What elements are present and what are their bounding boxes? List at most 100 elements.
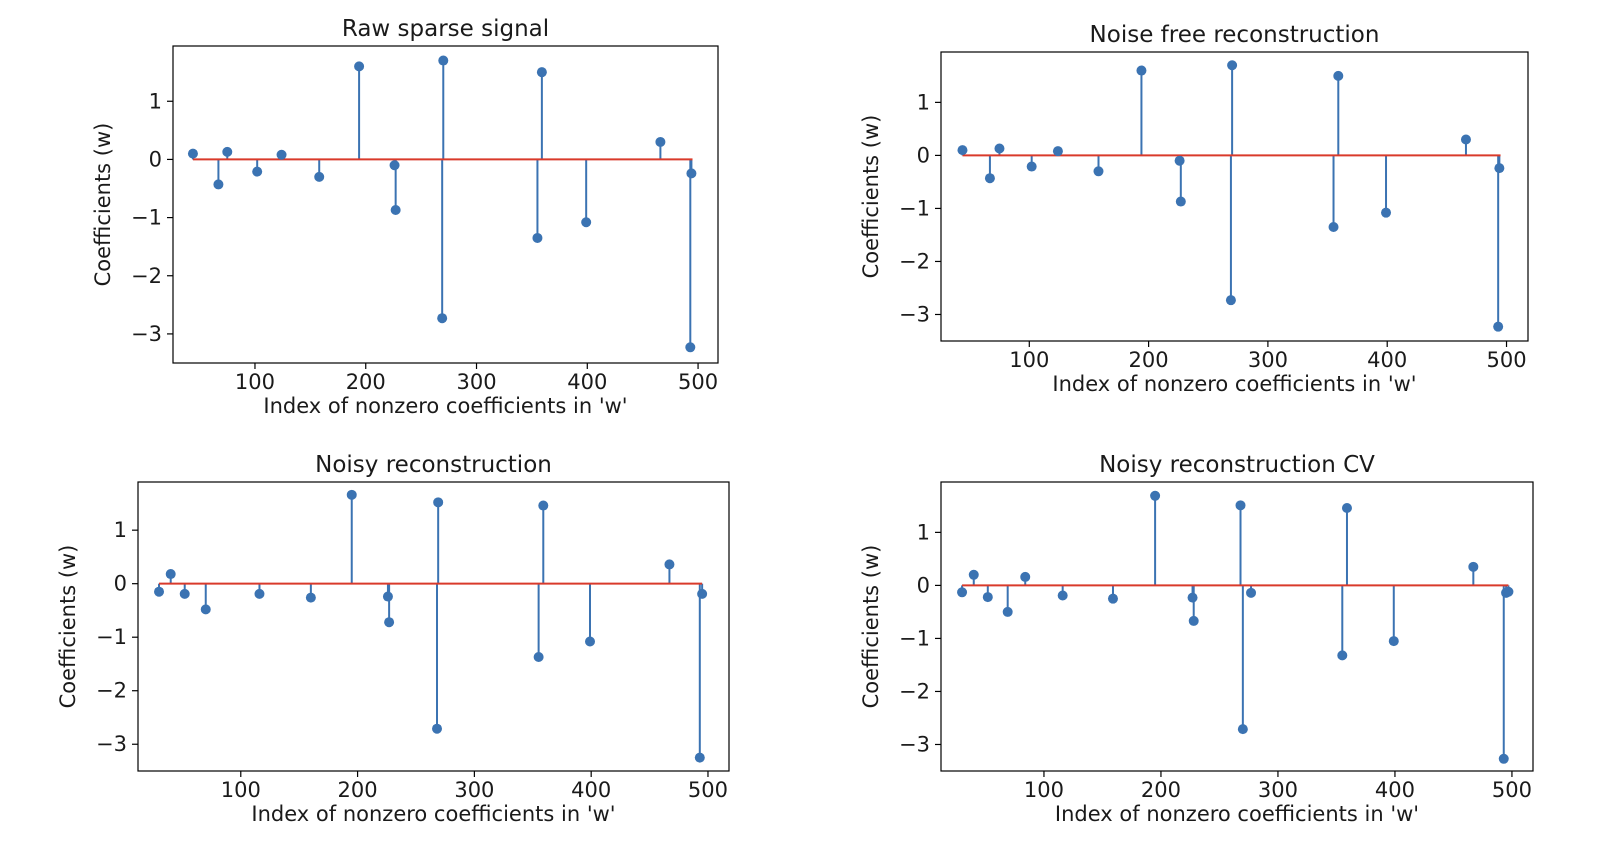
y-axis-label: Coefficients (w) [56, 545, 80, 709]
y-tick-label: −2 [96, 679, 127, 703]
x-axis-label: Index of nonzero coefficients in 'w' [263, 394, 627, 418]
x-tick-label: 400 [1375, 778, 1415, 802]
stem-marker [1237, 724, 1248, 735]
stem-marker [432, 723, 443, 734]
x-tick-label: 300 [1248, 348, 1288, 372]
stem-marker [1187, 592, 1198, 603]
x-tick-label: 200 [1141, 778, 1181, 802]
stem-marker [1494, 163, 1505, 174]
stem-marker [1225, 295, 1236, 306]
y-tick-label: −3 [96, 732, 127, 756]
stem-marker [276, 149, 287, 160]
y-tick-label: −3 [131, 322, 162, 346]
stem-marker [1175, 196, 1186, 207]
axes-frame [172, 45, 719, 364]
stem-marker [1020, 571, 1031, 582]
subplot-4: 100 200 300 400 500 1 0 −1 −2 −3 Noisy reconstruct… [859, 452, 1534, 826]
y-tick-label: −1 [899, 626, 930, 650]
y-tick-label: −2 [131, 264, 162, 288]
x-axis-label: Index of nonzero coefficients in 'w' [1052, 372, 1416, 396]
y-tick-label: 0 [114, 572, 127, 596]
stem-marker [1468, 561, 1479, 572]
y-tick-label: 0 [917, 573, 930, 597]
x-tick-label: 400 [571, 778, 611, 802]
stem-marker [390, 205, 401, 216]
stem-marker [213, 179, 224, 190]
stem-marker [314, 171, 325, 182]
y-tick-label: 0 [917, 143, 930, 167]
stem-marker [685, 342, 696, 353]
subplot-2: 100 200 300 400 500 1 0 −1 −2 −3 Noise free recons… [859, 22, 1529, 396]
stem-marker [179, 588, 190, 599]
chart-title: Noisy reconstruction CV [1099, 452, 1375, 478]
stem-marker [1333, 70, 1344, 81]
x-tick-label: 100 [1009, 348, 1049, 372]
y-tick-label: −1 [131, 206, 162, 230]
stem-marker [1235, 500, 1246, 511]
x-tick-label: 300 [1258, 778, 1298, 802]
stem-marker [222, 146, 233, 157]
stem-marker [1026, 161, 1037, 172]
x-tick-label: 100 [235, 370, 275, 394]
y-tick-label: −1 [96, 625, 127, 649]
stem-marker [1188, 615, 1199, 626]
stem-marker [382, 591, 393, 602]
stem-marker [538, 500, 549, 511]
stem-marker [346, 489, 357, 500]
y-tick-label: 1 [917, 90, 930, 114]
stem-marker [1328, 221, 1339, 232]
stem-marker [1493, 321, 1504, 332]
stem-marker [984, 173, 995, 184]
stem-marker [655, 136, 666, 147]
x-tick-label: 500 [1486, 348, 1526, 372]
x-axis-label: Index of nonzero coefficients in 'w' [1055, 802, 1419, 826]
x-axis-label: Index of nonzero coefficients in 'w' [251, 802, 615, 826]
y-tick-label: −3 [899, 302, 930, 326]
stem-marker [1503, 586, 1514, 597]
chart-title: Noise free reconstruction [1090, 22, 1380, 48]
stem-marker [354, 61, 365, 72]
x-tick-label: 500 [678, 370, 718, 394]
y-axis-label: Coefficients (w) [91, 123, 115, 287]
y-axis-label: Coefficients (w) [859, 545, 883, 709]
stem-marker [1150, 490, 1161, 501]
chart-title: Noisy reconstruction [315, 452, 552, 478]
y-tick-label: −2 [899, 249, 930, 273]
x-tick-label: 100 [221, 778, 261, 802]
stem-marker [1093, 166, 1104, 177]
stem-marker [1246, 587, 1257, 598]
stem-marker [437, 313, 448, 324]
y-tick-label: 0 [149, 147, 162, 171]
x-tick-label: 200 [346, 370, 386, 394]
stem-marker [154, 586, 165, 597]
stem-marker [581, 217, 592, 228]
stem-marker [1057, 590, 1068, 601]
stem-marker [1337, 650, 1348, 661]
axes-frame [940, 481, 1534, 772]
x-tick-label: 100 [1024, 778, 1064, 802]
y-tick-label: 1 [114, 518, 127, 542]
chart-title: Raw sparse signal [342, 16, 549, 42]
x-tick-label: 400 [567, 370, 607, 394]
stem-marker [165, 569, 176, 580]
stem-marker [1341, 502, 1352, 513]
stem-marker [1174, 155, 1185, 166]
stem-marker [686, 168, 697, 179]
stem-marker [994, 143, 1005, 154]
y-axis-label: Coefficients (w) [859, 115, 883, 279]
x-tick-label: 200 [1129, 348, 1169, 372]
stem-marker [694, 752, 705, 763]
y-tick-label: −3 [899, 732, 930, 756]
stem-marker [536, 67, 547, 78]
stem-marker [1052, 146, 1063, 157]
x-tick-label: 500 [1492, 778, 1532, 802]
stem-marker [1107, 593, 1118, 604]
stem-marker [982, 592, 993, 603]
y-tick-label: −1 [899, 196, 930, 220]
stem-marker [187, 148, 198, 159]
stem-marker [664, 559, 675, 570]
stem-marker [532, 232, 543, 243]
stem-marker [1388, 636, 1399, 647]
axes-frame [940, 51, 1529, 342]
